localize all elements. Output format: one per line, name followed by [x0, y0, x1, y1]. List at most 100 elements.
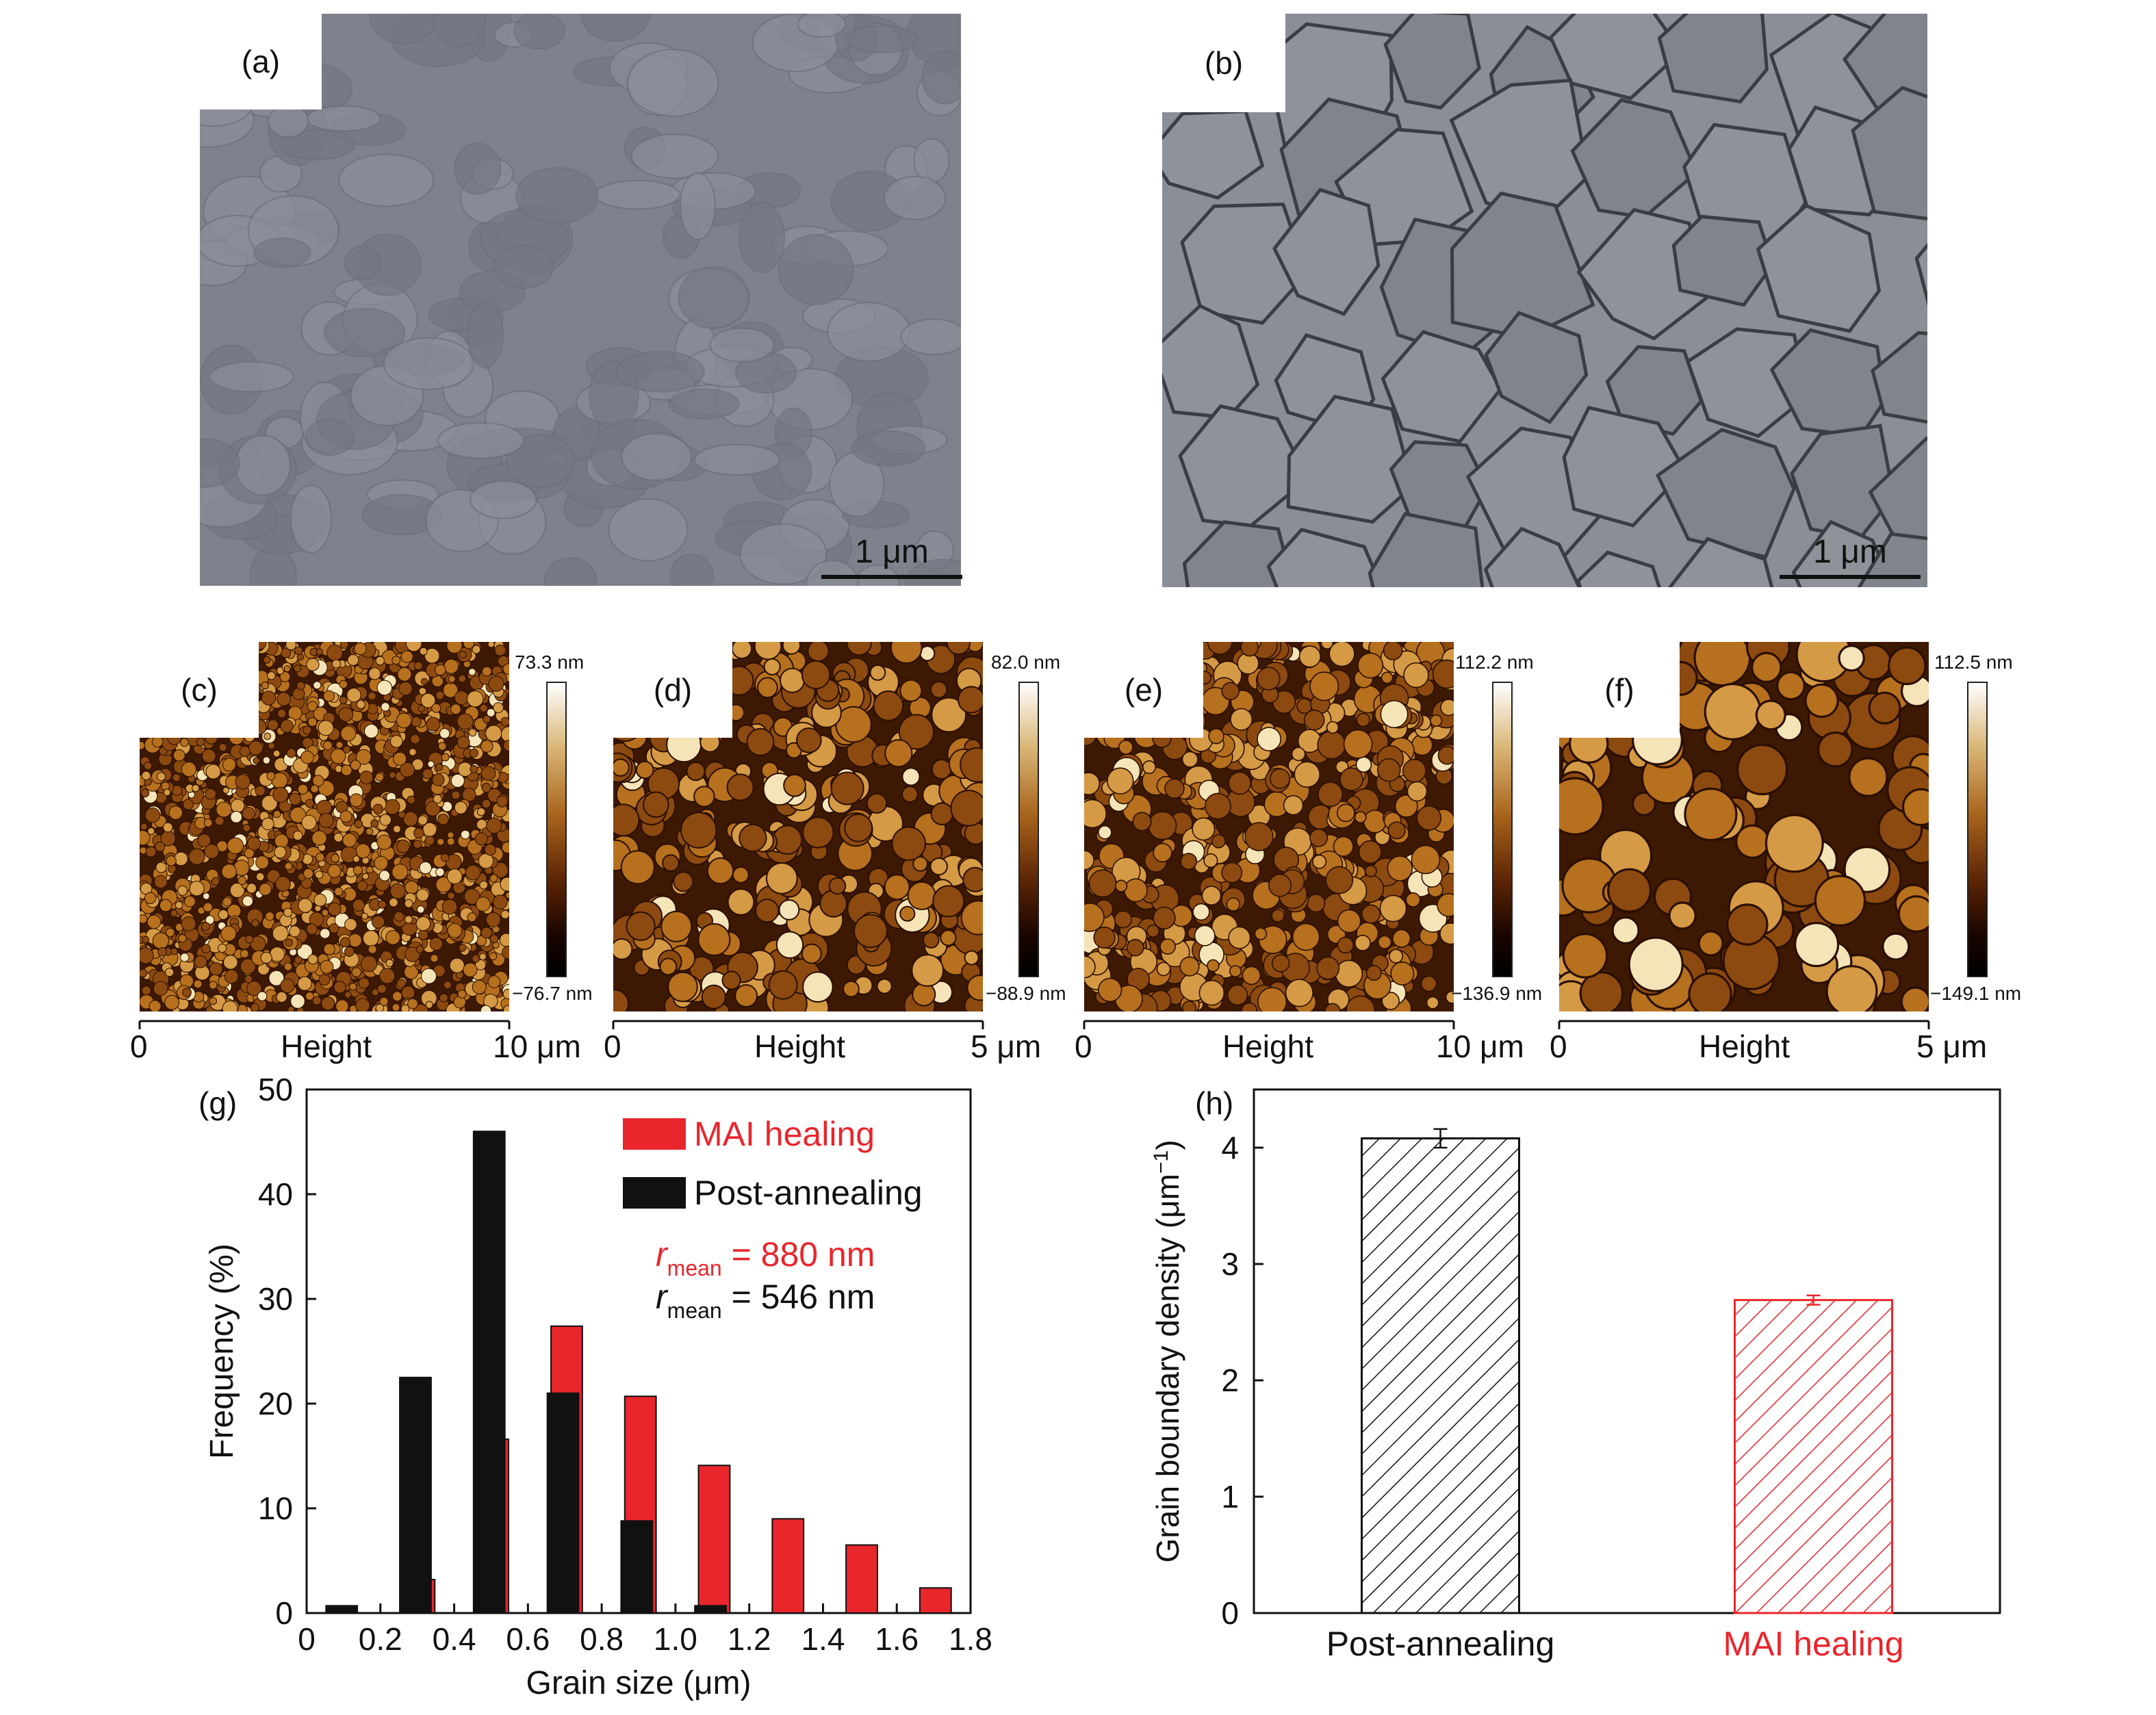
sem-grain	[913, 138, 950, 183]
sem-grain	[1381, 330, 1503, 443]
afm-grain	[481, 799, 491, 809]
afm-grain	[323, 943, 335, 955]
afm-grain	[930, 802, 954, 825]
afm-grain	[1317, 730, 1346, 760]
afm-grain	[1257, 667, 1281, 691]
afm-grain	[486, 817, 502, 834]
afm-grain	[376, 680, 393, 696]
afm-grain	[379, 968, 396, 984]
afm-grain	[348, 933, 362, 948]
afm-grain	[168, 805, 183, 820]
afm-grain	[407, 998, 418, 1009]
afm-grain	[240, 958, 256, 975]
afm-grain	[435, 867, 445, 877]
afm-grain	[500, 910, 509, 919]
afm-grain	[427, 760, 435, 768]
afm-grain	[331, 853, 340, 863]
afm-grain	[488, 675, 504, 692]
afm-grain	[294, 955, 303, 964]
sem-grain	[344, 245, 381, 281]
afm-grain	[1324, 1003, 1341, 1011]
afm-grain	[205, 788, 216, 800]
afm-grain	[433, 794, 442, 803]
afm-grain	[396, 979, 407, 988]
afm-axis-label-e: Height	[1222, 1029, 1313, 1064]
y-tick-label: 1	[1221, 1479, 1239, 1514]
afm-grain	[479, 704, 488, 712]
afm-grain	[1668, 901, 1697, 930]
afm-grain	[1411, 844, 1441, 875]
afm-grain	[203, 902, 213, 912]
afm-grain	[1868, 691, 1901, 725]
afm-grain	[480, 740, 493, 753]
afm-grain	[1628, 936, 1684, 992]
y-tick-label: 20	[258, 1386, 293, 1421]
afm-grain	[170, 947, 178, 955]
afm-grain	[285, 642, 297, 651]
afm-grain	[301, 814, 317, 831]
afm-grain	[356, 699, 365, 709]
sem-grain	[1570, 98, 1699, 220]
afm-grain	[183, 799, 194, 810]
afm-grain	[1390, 961, 1415, 985]
sem-grain	[1671, 214, 1775, 307]
afm-axis-start-d: 0	[604, 1029, 621, 1064]
afm-grain	[432, 773, 445, 786]
afm-grain	[613, 938, 633, 960]
afm-grain	[1354, 934, 1371, 951]
afm-grain	[404, 899, 413, 908]
afm-grain	[854, 914, 888, 949]
sem-grain	[1657, 14, 1769, 104]
afm-grain	[393, 751, 407, 766]
afm-grain	[898, 714, 934, 750]
afm-grain	[211, 877, 220, 886]
afm-grain	[659, 957, 678, 976]
afm-grain	[276, 991, 287, 1003]
afm-grain	[346, 688, 361, 703]
afm-grain	[400, 1004, 410, 1011]
afm-grain	[1201, 886, 1222, 906]
afm-grain	[201, 944, 211, 954]
afm-grain	[468, 668, 476, 676]
afm-grain	[1440, 699, 1454, 717]
afm-grain	[368, 691, 376, 701]
afm-grain	[1336, 803, 1355, 823]
afm-grain	[264, 732, 272, 740]
afm-grain	[296, 681, 305, 691]
afm-grain	[950, 790, 983, 827]
afm-grain	[876, 978, 893, 994]
afm-axis-label-c: Height	[281, 1029, 372, 1064]
afm-grain	[1848, 757, 1888, 797]
afm-grain	[218, 943, 227, 953]
afm-grain	[731, 642, 753, 659]
afm-grain	[415, 945, 424, 953]
panel-label-g: (g)	[198, 1085, 237, 1121]
afm-grain	[1426, 996, 1439, 1009]
afm-grain	[946, 642, 971, 655]
afm-grain	[321, 996, 335, 1011]
bar-post-annealing	[620, 1520, 654, 1614]
afm-grain	[1107, 767, 1134, 795]
afm-grain	[489, 952, 498, 961]
afm-grain	[726, 773, 754, 801]
afm-grain	[447, 923, 463, 938]
afm-grain	[259, 883, 272, 896]
annotation-rmean: rmean = 880 nm	[656, 1235, 875, 1280]
afm-grain	[307, 954, 318, 965]
afm-grain	[1088, 869, 1117, 898]
afm-grain	[294, 646, 303, 656]
afm-grain	[486, 708, 496, 717]
afm-grain	[379, 996, 389, 1007]
afm-grain	[440, 853, 450, 862]
sem-grain	[279, 129, 356, 161]
y-tick-label: 30	[258, 1281, 293, 1317]
colorbar-min-d: −88.9 nm	[986, 983, 1066, 1004]
afm-grain	[202, 749, 216, 763]
x-tick-label: 0	[298, 1621, 316, 1657]
afm-grain	[1180, 853, 1198, 871]
sem-grain	[778, 234, 854, 306]
afm-grain	[175, 901, 183, 910]
afm-grain	[303, 725, 312, 735]
afm-grain	[238, 876, 247, 886]
afm-grain	[290, 806, 307, 823]
